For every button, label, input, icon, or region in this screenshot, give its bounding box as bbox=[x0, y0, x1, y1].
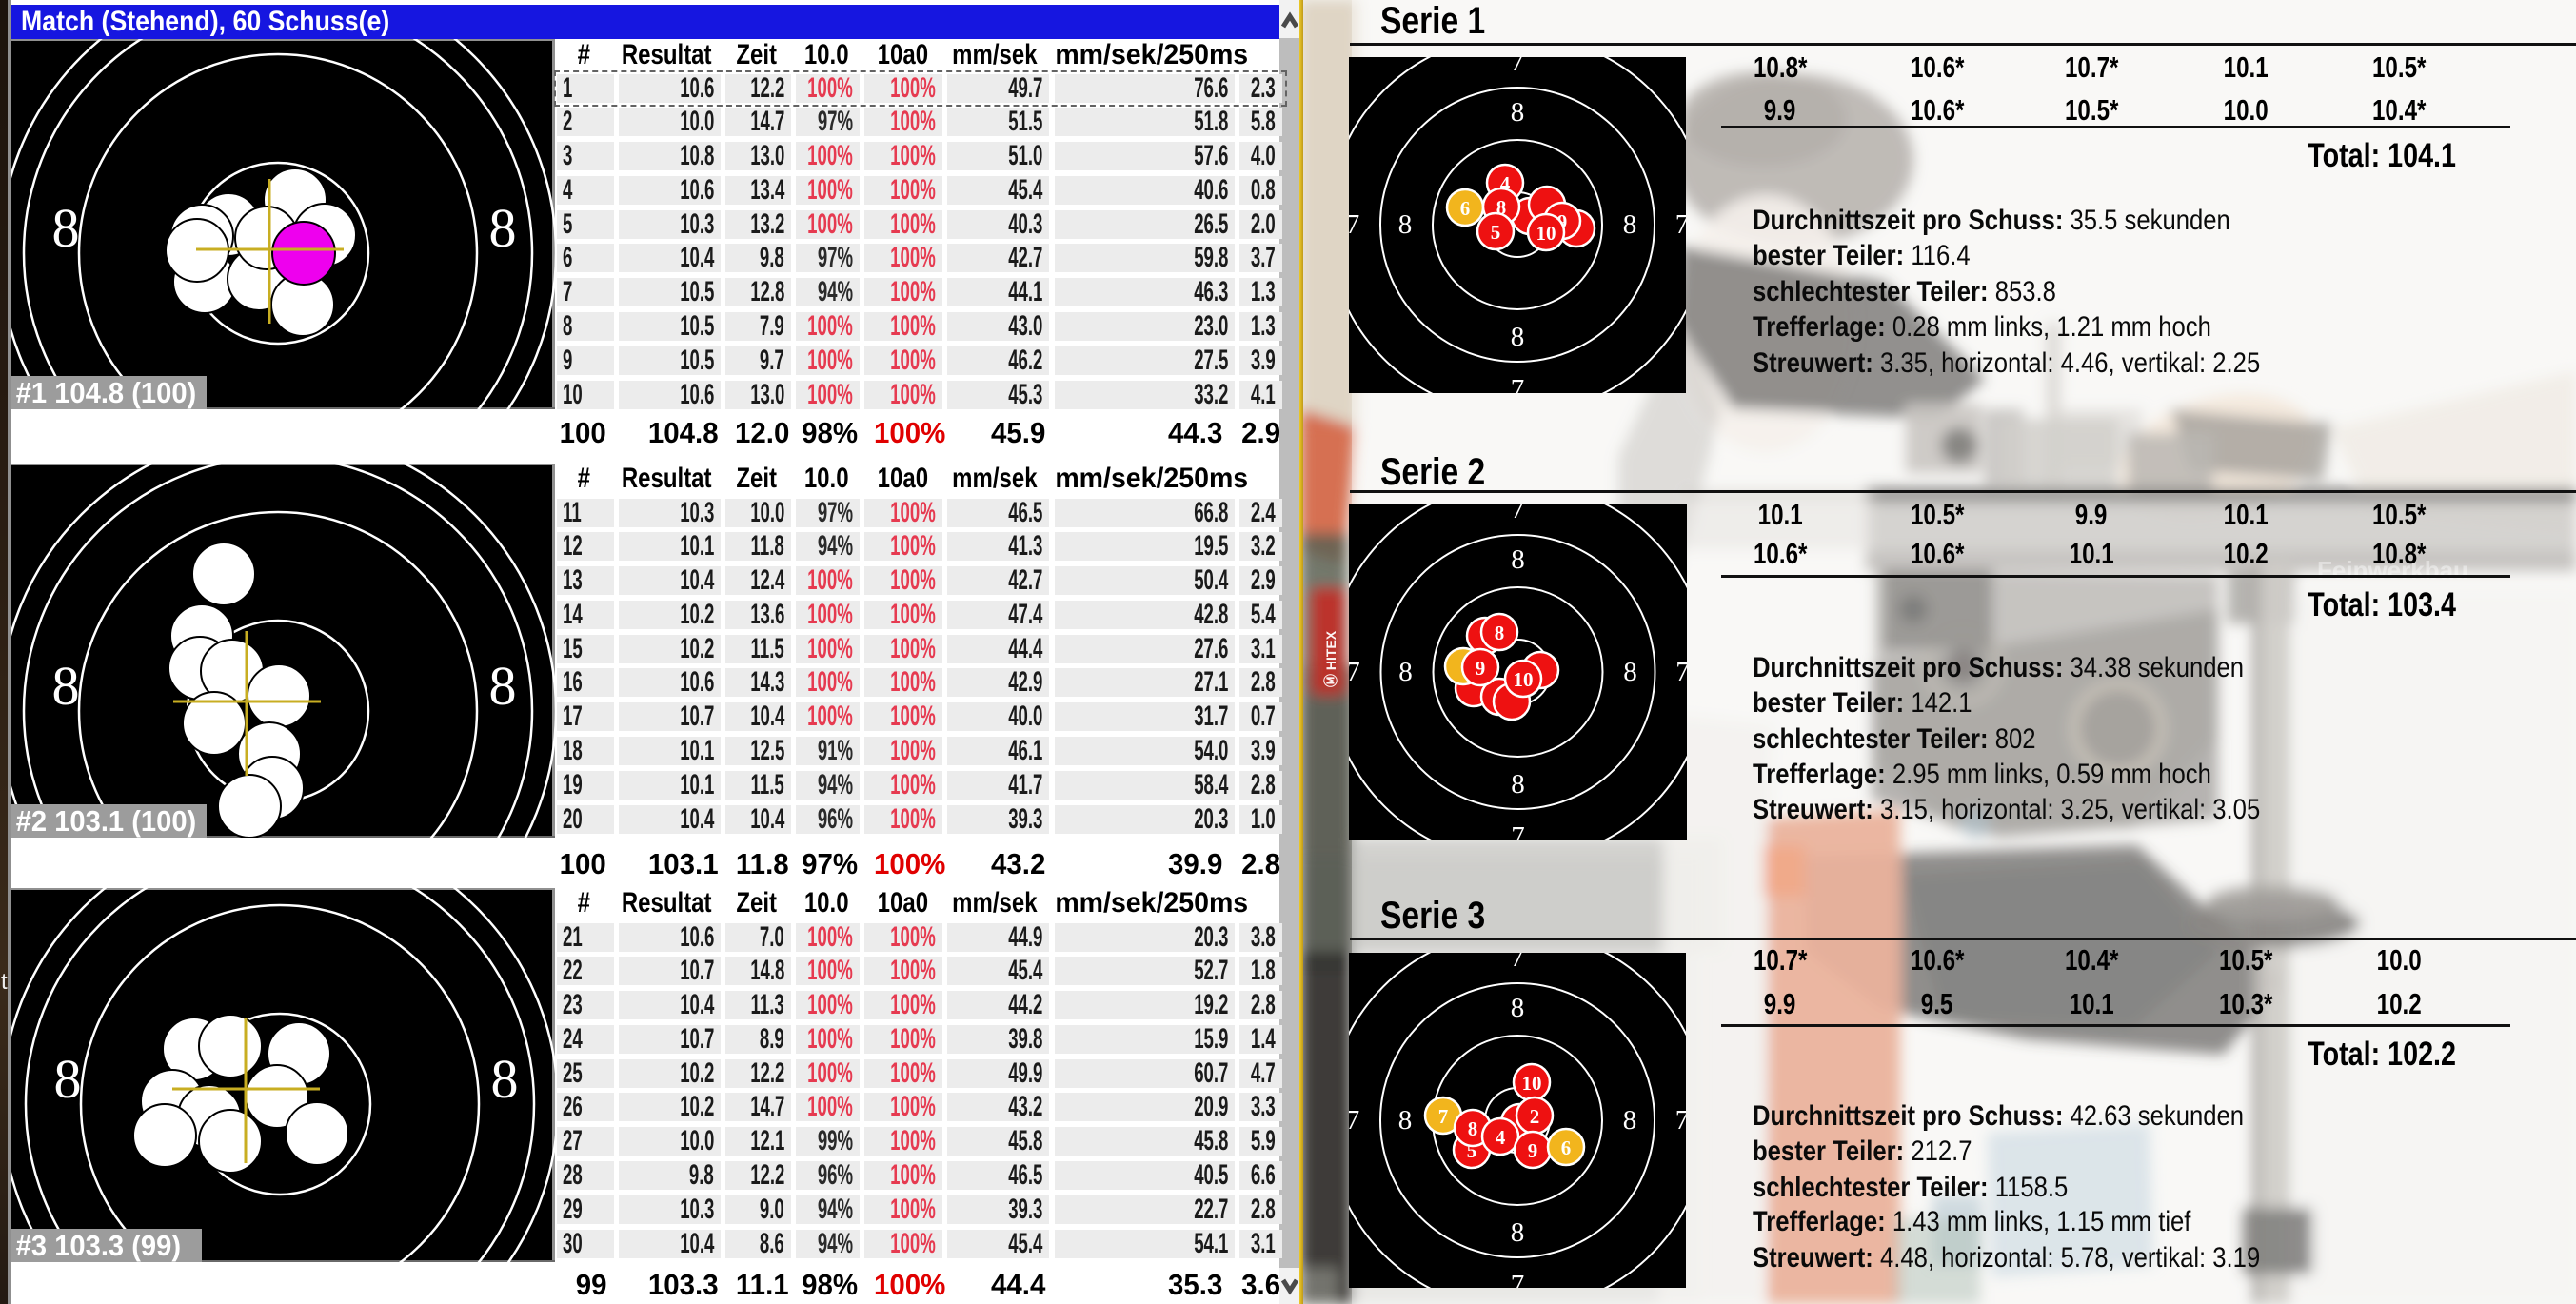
svg-text:8: 8 bbox=[1496, 196, 1507, 219]
svg-text:Ⓜ HITEX: Ⓜ HITEX bbox=[1323, 630, 1338, 687]
svg-text:9: 9 bbox=[1528, 1139, 1538, 1162]
svg-text:8: 8 bbox=[52, 197, 80, 259]
svg-text:8: 8 bbox=[1511, 322, 1525, 352]
svg-text:8: 8 bbox=[1511, 97, 1525, 128]
svg-text:8: 8 bbox=[1511, 993, 1525, 1023]
svg-text:8: 8 bbox=[1398, 209, 1413, 240]
svg-text:7: 7 bbox=[1675, 1105, 1686, 1136]
svg-text:4: 4 bbox=[1500, 172, 1511, 195]
svg-text:8: 8 bbox=[1495, 622, 1505, 644]
svg-text:7: 7 bbox=[1438, 1105, 1449, 1128]
svg-text:4: 4 bbox=[1496, 1126, 1506, 1149]
svg-text:8: 8 bbox=[1511, 544, 1525, 575]
svg-text:8: 8 bbox=[1511, 1217, 1525, 1248]
svg-text:6: 6 bbox=[1460, 197, 1471, 220]
svg-text:7: 7 bbox=[1349, 209, 1359, 240]
svg-text:8: 8 bbox=[491, 1048, 519, 1110]
svg-text:7: 7 bbox=[1511, 1270, 1525, 1288]
svg-text:8: 8 bbox=[489, 197, 517, 259]
svg-text:Feinwerkbau: Feinwerkbau bbox=[2317, 556, 2468, 584]
svg-text:8: 8 bbox=[1398, 1105, 1413, 1136]
svg-text:7: 7 bbox=[1675, 209, 1686, 240]
svg-text:8: 8 bbox=[1623, 209, 1637, 240]
svg-text:9: 9 bbox=[1476, 657, 1486, 680]
svg-text:7: 7 bbox=[1511, 953, 1525, 973]
svg-text:8: 8 bbox=[1623, 1105, 1637, 1136]
svg-text:7: 7 bbox=[1675, 657, 1687, 687]
svg-text:8: 8 bbox=[52, 655, 80, 717]
svg-text:7: 7 bbox=[1511, 504, 1525, 524]
svg-text:7: 7 bbox=[1511, 821, 1525, 840]
svg-text:8: 8 bbox=[1468, 1117, 1478, 1140]
svg-text:5: 5 bbox=[1491, 221, 1501, 244]
svg-text:6: 6 bbox=[1561, 1136, 1572, 1159]
svg-text:5: 5 bbox=[1467, 1139, 1477, 1162]
svg-text:7: 7 bbox=[1511, 374, 1525, 393]
svg-text:8: 8 bbox=[1623, 657, 1637, 687]
svg-text:7: 7 bbox=[1511, 57, 1525, 77]
svg-text:8: 8 bbox=[1511, 769, 1525, 800]
svg-text:8: 8 bbox=[1398, 657, 1413, 687]
svg-text:7: 7 bbox=[1349, 1105, 1359, 1136]
svg-text:2: 2 bbox=[1530, 1105, 1540, 1128]
svg-text:8: 8 bbox=[489, 655, 517, 717]
svg-text:10: 10 bbox=[1514, 668, 1534, 691]
svg-text:7: 7 bbox=[1349, 657, 1360, 687]
svg-text:10: 10 bbox=[1522, 1072, 1542, 1095]
svg-text:8: 8 bbox=[54, 1048, 82, 1110]
svg-text:10: 10 bbox=[1536, 222, 1556, 245]
